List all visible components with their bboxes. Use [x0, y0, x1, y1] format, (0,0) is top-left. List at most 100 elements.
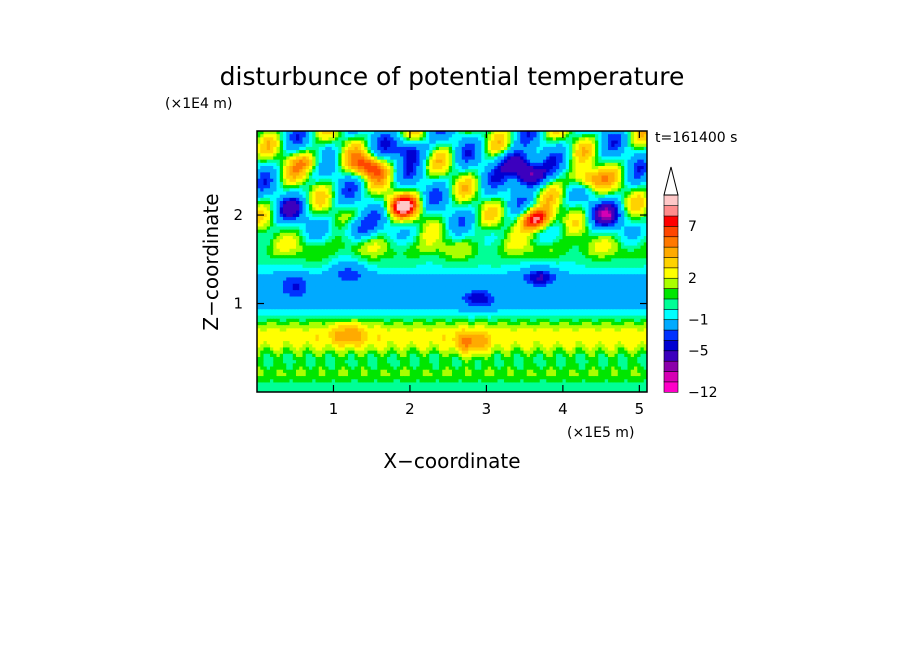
field-cell	[374, 201, 378, 205]
field-cell	[591, 178, 596, 183]
field-cell	[569, 223, 573, 228]
field-cell	[500, 207, 505, 212]
field-cell	[513, 185, 518, 189]
field-cell	[361, 188, 365, 193]
field-cell	[507, 137, 512, 142]
field-cell	[413, 223, 417, 228]
field-cell	[322, 223, 326, 228]
field-cell	[292, 175, 297, 180]
field-cell	[257, 255, 261, 259]
field-cell	[569, 169, 573, 173]
field-cell	[468, 207, 473, 212]
field-cell	[637, 178, 642, 183]
field-cell	[617, 220, 622, 224]
field-cell	[289, 210, 294, 215]
field-cell	[494, 245, 499, 250]
field-cell	[458, 239, 463, 243]
field-cell	[338, 191, 343, 196]
field-cell	[292, 201, 297, 205]
field-cell	[621, 220, 625, 224]
field-cell	[364, 166, 369, 170]
field-cell	[400, 156, 404, 161]
field-cell	[409, 137, 414, 142]
field-cell	[328, 226, 333, 231]
field-cell	[533, 229, 538, 234]
field-cell	[390, 194, 395, 199]
field-cell	[588, 216, 593, 221]
field-cell	[627, 251, 632, 256]
field-cell	[383, 245, 388, 250]
field-cell	[270, 255, 274, 259]
field-cell	[617, 185, 622, 189]
field-cell	[286, 156, 291, 161]
field-cell	[614, 159, 619, 164]
field-cell	[296, 229, 300, 234]
field-cell	[491, 226, 495, 231]
field-cell	[335, 169, 339, 173]
field-cell	[588, 220, 593, 224]
field-cell	[497, 232, 502, 237]
field-cell	[374, 251, 378, 256]
field-cell	[562, 239, 567, 243]
field-cell	[445, 197, 450, 202]
field-cell	[357, 236, 362, 240]
field-cell	[491, 181, 495, 186]
field-cell	[565, 229, 570, 234]
field-cell	[406, 236, 411, 240]
field-cell	[276, 248, 281, 253]
field-cell	[296, 201, 300, 205]
field-cell	[582, 166, 586, 170]
field-cell	[461, 143, 466, 148]
field-cell	[374, 178, 378, 183]
field-cell	[533, 162, 538, 167]
field-cell	[283, 220, 287, 224]
field-cell	[569, 185, 573, 189]
field-cell	[338, 159, 343, 164]
field-cell	[344, 245, 349, 250]
field-cell	[585, 251, 590, 256]
field-cell	[263, 146, 268, 151]
field-cell	[481, 185, 486, 189]
field-cell	[413, 255, 417, 259]
field-cell	[520, 194, 525, 199]
field-cell	[559, 220, 564, 224]
field-cell	[351, 131, 356, 135]
field-cell	[452, 255, 456, 259]
field-cell	[458, 150, 463, 154]
field-cell	[416, 156, 421, 161]
field-cell	[383, 169, 388, 173]
field-cell	[591, 242, 596, 247]
field-cell	[539, 223, 544, 228]
field-cell	[630, 232, 635, 237]
field-cell	[387, 236, 391, 240]
field-cell	[406, 197, 411, 202]
field-cell	[429, 137, 434, 142]
field-cell	[435, 146, 440, 151]
field-cell	[458, 153, 463, 158]
field-cell	[526, 245, 531, 250]
field-cell	[419, 210, 424, 215]
field-cell	[598, 131, 603, 135]
field-cell	[530, 226, 534, 231]
field-cell	[517, 201, 521, 205]
field-cell	[403, 229, 408, 234]
field-cell	[315, 255, 320, 259]
field-cell	[546, 175, 551, 180]
field-cell	[637, 251, 642, 256]
field-cell	[393, 213, 398, 218]
field-cell	[617, 201, 622, 205]
field-cell	[510, 210, 515, 215]
field-cell	[617, 245, 622, 250]
field-cell	[305, 261, 310, 266]
field-cell	[562, 191, 567, 196]
field-cell	[497, 220, 502, 224]
field-cell	[318, 137, 323, 142]
field-cell	[305, 181, 310, 186]
field-cell	[283, 229, 287, 234]
field-cell	[409, 178, 414, 183]
field-cell	[491, 185, 495, 189]
field-cell	[367, 169, 372, 173]
field-cell	[370, 146, 375, 151]
field-cell	[416, 188, 421, 193]
field-cell	[426, 137, 430, 142]
